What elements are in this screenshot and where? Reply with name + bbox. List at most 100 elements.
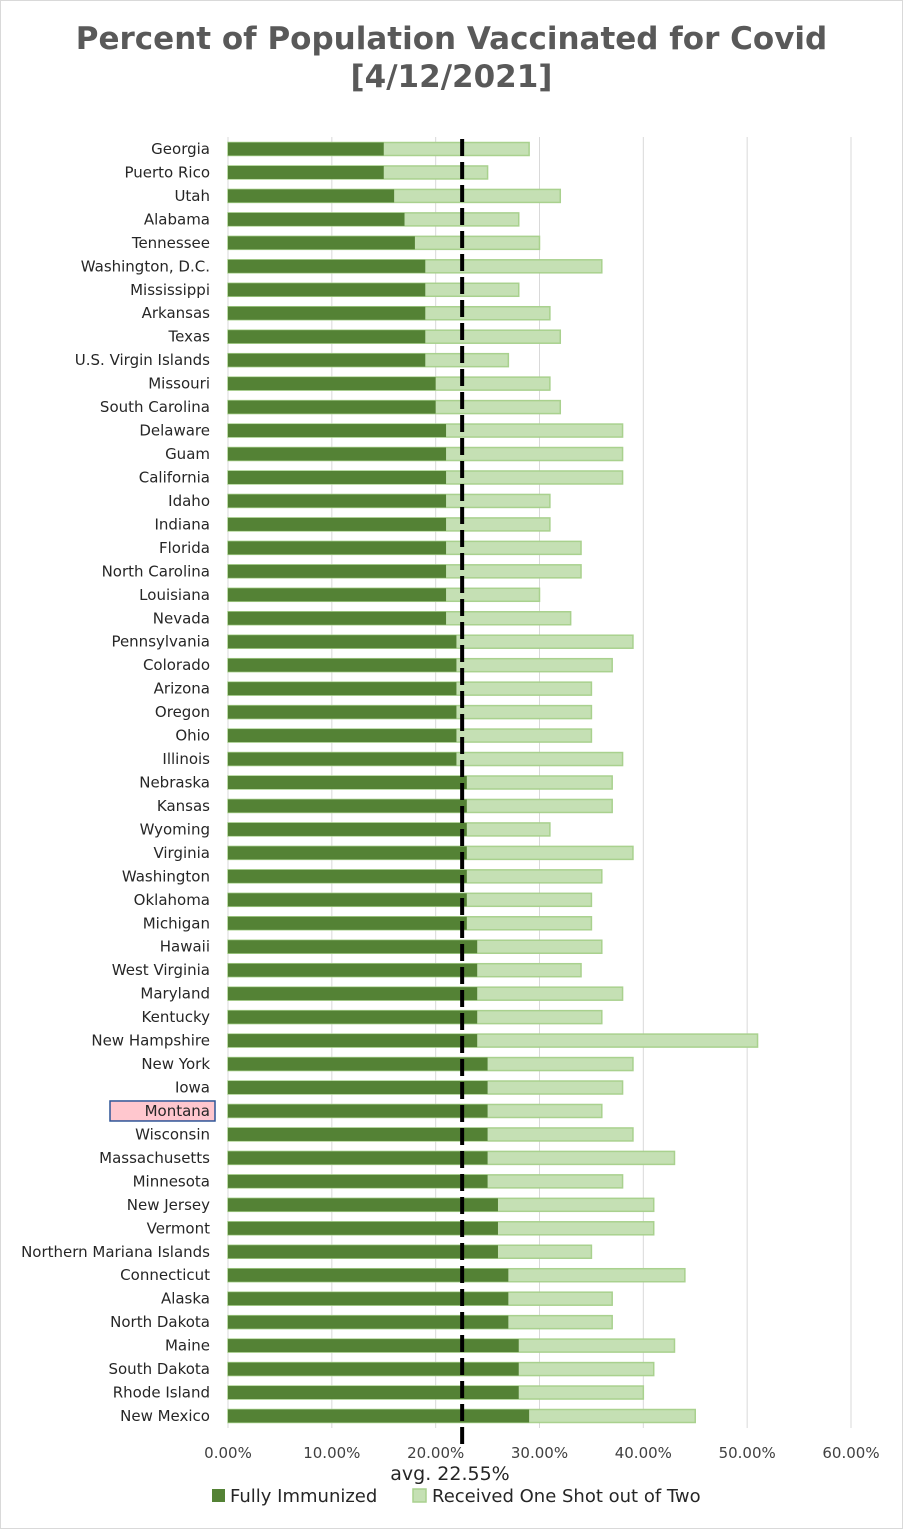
category-label: Washington, D.C. [81,257,210,275]
category-label: Connecticut [120,1266,210,1284]
bar-fully-immunized [228,424,447,438]
category-label: Utah [174,187,210,205]
category-label: Michigan [143,914,210,932]
category-label: New York [141,1055,210,1073]
category-label: U.S. Virgin Islands [75,351,210,369]
bar-fully-immunized [228,729,457,743]
bar-fully-immunized [228,1174,488,1188]
bar-fully-immunized [228,447,447,461]
bar-fully-immunized [228,799,467,813]
bar-fully-immunized [228,1081,488,1095]
legend-swatch-fully-immunized [212,1489,225,1502]
category-label: New Hampshire [91,1032,210,1050]
category-label: Montana [145,1102,210,1120]
bar-fully-immunized [228,306,426,320]
bar-fully-immunized [228,822,467,836]
bar-fully-immunized [228,776,467,789]
category-label: Virginia [153,844,210,862]
bar-fully-immunized [228,1057,488,1071]
bar-fully-immunized [228,869,467,883]
bar-fully-immunized [228,846,467,860]
category-label: Tennessee [131,234,210,252]
x-tick-label: 10.00% [303,1444,360,1462]
category-label: Indiana [154,515,210,533]
category-label: Texas [168,328,211,346]
category-label: Northern Mariana Islands [21,1243,210,1261]
category-label: Wyoming [140,820,210,838]
x-tick-label: 30.00% [511,1444,568,1462]
legend-label-fully-immunized: Fully Immunized [230,1486,377,1507]
category-label: Oklahoma [134,891,210,909]
bar-fully-immunized [228,752,457,766]
bar-fully-immunized [228,893,467,907]
category-label: Colorado [143,656,210,674]
bar-fully-immunized [228,377,436,391]
bar-fully-immunized [228,1409,530,1423]
x-axis-ticks: 0.00% 10.00% 20.00% 30.00% 40.00% 50.00% 60.00… [204,1444,879,1462]
bar-fully-immunized [228,189,395,203]
category-label: Guam [165,445,210,463]
bar-fully-immunized [228,259,426,273]
bar-fully-immunized [228,283,426,297]
average-label: avg. 22.55% [390,1463,509,1485]
bar-fully-immunized [228,142,384,156]
title-line-1: Percent of Population Vaccinated for Cov… [75,21,828,57]
bar-fully-immunized [228,1386,519,1400]
bar-fully-immunized [228,987,478,1001]
category-label: Arizona [154,680,210,698]
category-label: Mississippi [130,281,210,299]
category-label: Nebraska [139,774,210,792]
x-tick-label: 0.00% [204,1444,252,1462]
bar-fully-immunized [228,1010,478,1024]
category-labels: Georgia Puerto Rico Utah Alabama Tennessee Wa… [21,140,216,1425]
bar-fully-immunized [228,1221,498,1235]
category-label: Florida [159,539,210,557]
bar-fully-immunized [228,1198,498,1212]
bar-fully-immunized [228,682,457,696]
category-label: North Dakota [110,1313,210,1331]
bar-fully-immunized [228,1245,498,1259]
bar-fully-immunized [228,494,447,508]
bar-fully-immunized [228,916,467,930]
category-label: North Carolina [102,562,210,580]
bar-fully-immunized [228,1127,488,1141]
x-tick-label: 40.00% [615,1444,672,1462]
category-label: Georgia [151,140,210,158]
category-label: Arkansas [142,304,211,322]
bar-fully-immunized [228,1034,478,1048]
bar-fully-immunized [228,611,447,625]
highlight-box [109,1100,216,1122]
bar-fully-immunized [228,1315,509,1329]
category-label: Pennsylvania [111,633,210,651]
bar-fully-immunized [228,353,426,367]
category-label: West Virginia [112,961,210,979]
bar-fully-immunized [228,635,457,649]
category-label: Idaho [168,492,210,510]
x-tick-label: 50.00% [719,1444,776,1462]
bar-fully-immunized [228,1292,509,1306]
category-label: Rhode Island [113,1384,210,1402]
bar-fully-immunized [228,541,447,555]
bar-fully-immunized [228,1104,488,1118]
category-label: New Mexico [120,1407,210,1425]
bar-fully-immunized [228,236,415,250]
legend: Fully Immunized Received One Shot out of … [212,1486,701,1507]
category-label: Delaware [139,422,210,440]
bar-fully-immunized [228,1268,509,1282]
bar-fully-immunized [228,940,478,954]
bar-fully-immunized [228,1339,519,1353]
category-label: Maryland [140,985,210,1003]
category-label: Missouri [148,375,210,393]
bar-fully-immunized [228,705,457,719]
category-label: Alabama [144,210,210,228]
category-label: Puerto Rico [124,163,210,181]
category-label: Oregon [155,703,210,721]
legend-swatch-one-shot [412,1488,427,1503]
category-label: Kentucky [142,1008,211,1026]
category-label: Minnesota [133,1172,210,1190]
category-label: Iowa [175,1079,210,1097]
bar-fully-immunized [228,165,384,179]
category-label: Kansas [157,797,210,815]
x-tick-label: 60.00% [822,1444,879,1462]
